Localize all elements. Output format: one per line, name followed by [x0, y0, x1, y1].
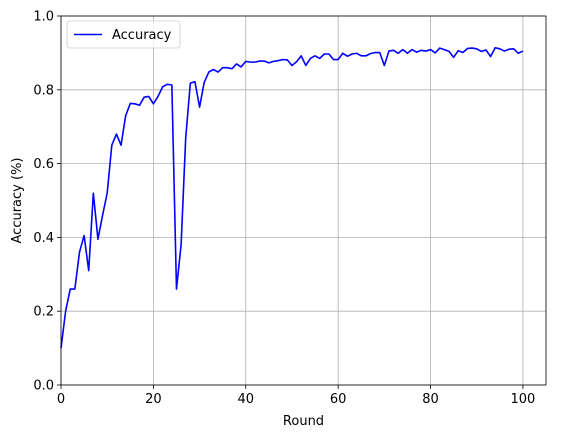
plot-frame	[60, 15, 547, 386]
x-tick-label: 80	[422, 392, 439, 407]
x-tick-label: 60	[330, 392, 347, 407]
x-axis-label: Round	[283, 414, 324, 429]
series-layer	[60, 46, 524, 349]
y-tick-label: 0.6	[33, 157, 54, 172]
y-tick-label: 0.0	[33, 379, 54, 394]
legend-label: Accuracy	[112, 28, 172, 43]
y-tick-label: 0.2	[33, 305, 54, 320]
x-tick-label: 100	[510, 392, 535, 407]
legend: Accuracy	[66, 20, 181, 49]
y-tick-label: 1.0	[33, 10, 54, 25]
x-tick-label: 0	[57, 392, 65, 407]
x-tick-label: 20	[145, 392, 162, 407]
legend-box	[66, 20, 181, 49]
y-tick-label: 0.8	[33, 83, 54, 98]
series-line-accuracy	[60, 46, 524, 349]
y-axis: 0.0 0.2 0.4 0.6 0.8 1.0	[33, 10, 61, 394]
y-axis-label: Accuracy (%)	[10, 158, 25, 244]
y-tick-label: 0.4	[33, 231, 54, 246]
plot-background	[61, 16, 546, 385]
x-tick-label: 40	[237, 392, 254, 407]
x-axis: 0 20 40 60 80 100	[57, 385, 535, 407]
